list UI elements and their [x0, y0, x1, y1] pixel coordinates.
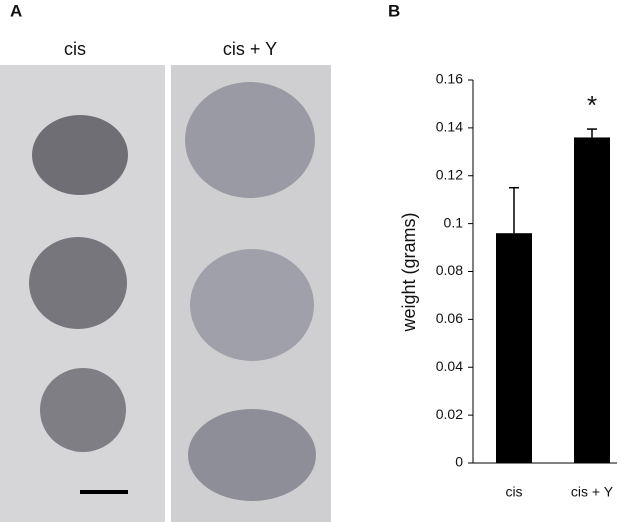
y-tick-label: 0.12 [436, 166, 463, 182]
photo-left [0, 65, 165, 522]
column-label: cis [64, 39, 86, 59]
column-label: cis + Y [223, 39, 277, 59]
y-tick-label: 0.08 [436, 262, 463, 278]
y-tick-label: 0.04 [436, 358, 463, 374]
x-tick-label: cis + Y [571, 484, 614, 500]
panel-label: A [10, 1, 22, 20]
annotation: * [587, 90, 597, 120]
y-tick-label: 0.14 [436, 119, 463, 135]
bar [574, 137, 610, 463]
error-bar [509, 186, 519, 234]
x-tick-label: cis [505, 484, 522, 500]
y-axis-label: weight (grams) [399, 212, 419, 332]
y-tick-label: 0.1 [444, 214, 464, 230]
y-tick-label: 0.02 [436, 406, 463, 422]
photo-right [171, 65, 331, 522]
y-tick-label: 0.16 [436, 71, 463, 87]
error-bar [587, 128, 597, 138]
y-tick-label: 0 [455, 454, 463, 470]
panel-label: B [388, 1, 400, 20]
y-tick-label: 0.06 [436, 310, 463, 326]
bar [496, 233, 532, 463]
